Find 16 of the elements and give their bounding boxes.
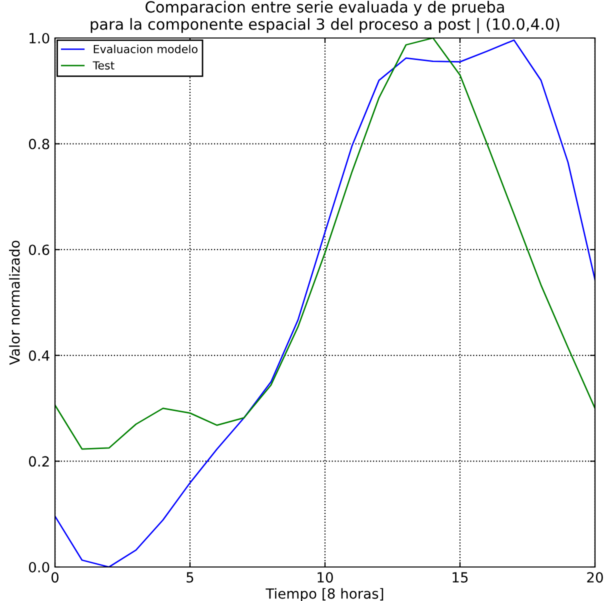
legend-label: Test — [92, 61, 114, 70]
y-tick-label: 0.8 — [28, 138, 50, 150]
y-tick-label: 0.6 — [28, 244, 50, 256]
chart-title: Comparacion entre serie evaluada y de prueba para la componente espacial 3 del proceso a post | (10.0,4.0) — [90, 0, 560, 34]
x-tick-label: 5 — [186, 572, 194, 583]
legend-label: Evaluacion modelo — [94, 44, 198, 54]
line-series — [55, 39, 595, 567]
x-tick-label: 20 — [587, 572, 603, 583]
y-axis-title: Valor normalizado — [9, 240, 20, 365]
y-tick-label: 0.4 — [28, 350, 50, 361]
x-tick-label: 15 — [452, 572, 468, 583]
y-tick-label: 1.0 — [30, 32, 50, 44]
y-tick-label: 0.0 — [28, 562, 50, 572]
y-tick-label: 0.2 — [28, 456, 49, 467]
x-tick-label: 0 — [51, 572, 58, 583]
x-tick-label: 10 — [318, 572, 333, 583]
